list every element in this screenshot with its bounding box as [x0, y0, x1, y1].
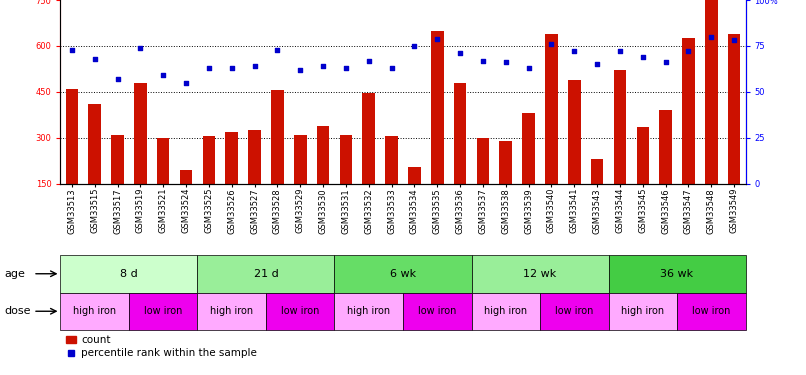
- Bar: [197, 255, 334, 292]
- Bar: [129, 292, 197, 330]
- Bar: [111, 135, 124, 184]
- Point: [65, 46, 78, 53]
- Bar: [728, 34, 741, 184]
- Point: [454, 50, 467, 56]
- Point: [111, 76, 124, 82]
- Bar: [408, 167, 421, 184]
- Bar: [568, 80, 580, 184]
- Bar: [591, 159, 604, 184]
- Bar: [613, 70, 626, 184]
- Bar: [677, 292, 746, 330]
- Bar: [637, 127, 649, 184]
- Bar: [363, 93, 375, 184]
- Text: high iron: high iron: [73, 306, 116, 316]
- Bar: [202, 136, 215, 184]
- Bar: [334, 255, 472, 292]
- Point: [293, 67, 306, 73]
- Text: 6 wk: 6 wk: [390, 269, 416, 279]
- Point: [522, 65, 535, 71]
- Bar: [271, 90, 284, 184]
- Point: [225, 65, 239, 71]
- Bar: [226, 132, 238, 184]
- Point: [317, 63, 330, 69]
- Bar: [454, 83, 467, 184]
- Bar: [180, 170, 193, 184]
- Text: low iron: low iron: [555, 306, 593, 316]
- Point: [613, 48, 626, 54]
- Point: [88, 56, 101, 62]
- Bar: [134, 83, 147, 184]
- Text: high iron: high iron: [484, 306, 527, 316]
- Text: high iron: high iron: [347, 306, 390, 316]
- Bar: [609, 255, 746, 292]
- Point: [248, 63, 261, 69]
- Point: [636, 54, 649, 60]
- Text: 8 d: 8 d: [120, 269, 138, 279]
- Point: [476, 58, 489, 64]
- Text: low iron: low iron: [144, 306, 182, 316]
- Text: 21 d: 21 d: [254, 269, 278, 279]
- Text: low iron: low iron: [692, 306, 730, 316]
- Bar: [334, 292, 403, 330]
- Text: 12 wk: 12 wk: [523, 269, 557, 279]
- Point: [180, 80, 193, 86]
- Point: [728, 38, 741, 44]
- Bar: [682, 38, 695, 184]
- Bar: [545, 34, 558, 184]
- Bar: [248, 130, 261, 184]
- Bar: [472, 292, 540, 330]
- Bar: [197, 292, 266, 330]
- Bar: [431, 31, 443, 184]
- Bar: [60, 255, 197, 292]
- Point: [499, 60, 512, 66]
- Bar: [89, 104, 101, 184]
- Text: high iron: high iron: [621, 306, 664, 316]
- Point: [659, 60, 672, 66]
- Point: [156, 72, 169, 78]
- Bar: [472, 255, 609, 292]
- Point: [339, 65, 352, 71]
- Bar: [705, 0, 717, 184]
- Text: low iron: low iron: [418, 306, 456, 316]
- Bar: [385, 136, 398, 184]
- Point: [591, 61, 604, 68]
- Point: [362, 58, 375, 64]
- Bar: [609, 292, 677, 330]
- Bar: [294, 135, 306, 184]
- Text: dose: dose: [4, 306, 31, 316]
- Legend: count, percentile rank within the sample: count, percentile rank within the sample: [65, 335, 257, 358]
- Point: [385, 65, 398, 71]
- Point: [704, 34, 717, 40]
- Bar: [500, 141, 512, 184]
- Point: [682, 48, 695, 54]
- Text: 36 wk: 36 wk: [660, 269, 694, 279]
- Text: age: age: [4, 269, 25, 279]
- Bar: [403, 292, 472, 330]
- Bar: [476, 138, 489, 184]
- Bar: [659, 110, 672, 184]
- Point: [271, 46, 284, 53]
- Bar: [540, 292, 609, 330]
- Point: [134, 45, 147, 51]
- Point: [567, 48, 580, 54]
- Bar: [266, 292, 334, 330]
- Bar: [339, 135, 352, 184]
- Bar: [157, 138, 169, 184]
- Bar: [65, 89, 78, 184]
- Point: [430, 36, 443, 42]
- Bar: [60, 292, 129, 330]
- Text: low iron: low iron: [281, 306, 319, 316]
- Point: [545, 41, 558, 47]
- Point: [408, 43, 421, 49]
- Point: [202, 65, 215, 71]
- Text: high iron: high iron: [210, 306, 253, 316]
- Bar: [317, 126, 330, 184]
- Bar: [522, 113, 535, 184]
